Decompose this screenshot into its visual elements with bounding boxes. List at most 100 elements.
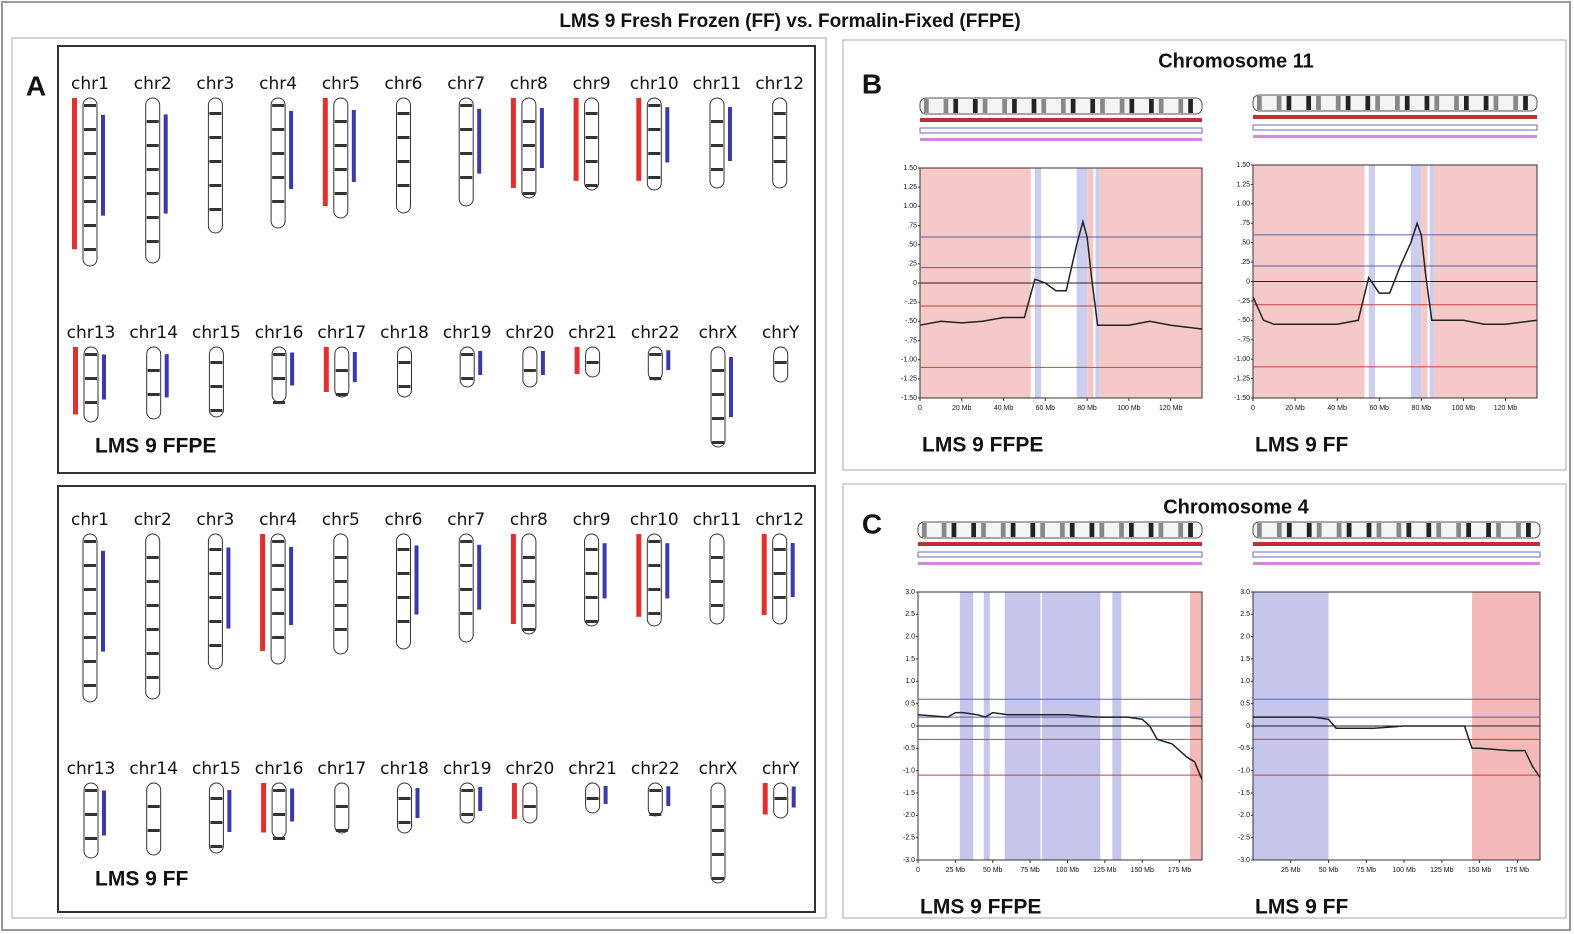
- band: [1119, 99, 1125, 113]
- band: [711, 144, 723, 147]
- band: [85, 401, 97, 404]
- band: [272, 128, 285, 131]
- y-tick-label: .75: [907, 222, 917, 229]
- chromosome: [772, 533, 788, 625]
- aberration: [574, 347, 580, 374]
- chromosome-label: chr19: [443, 759, 492, 779]
- band: [1493, 96, 1499, 110]
- y-tick-label: 3.0: [905, 589, 915, 596]
- band: [460, 612, 473, 615]
- band: [398, 385, 411, 388]
- chromosome-label: chr4: [259, 510, 297, 530]
- band: [210, 409, 223, 412]
- panel-c-box: [842, 483, 1567, 919]
- aberration: [665, 107, 670, 163]
- panel-title: Chromosome 11: [1158, 50, 1314, 72]
- band: [1513, 96, 1519, 110]
- band: [1375, 96, 1381, 110]
- chromosome-label: chr21: [568, 759, 617, 779]
- band: [648, 152, 661, 155]
- chromosome-label: chr19: [443, 323, 492, 343]
- band: [272, 588, 285, 591]
- x-tick-label: 175 Mb: [1168, 867, 1191, 874]
- band: [460, 152, 473, 155]
- x-tick-label: 150 Mb: [1131, 867, 1154, 874]
- track: [1252, 551, 1541, 558]
- x-tick-label: 175 Mb: [1506, 867, 1529, 874]
- band: [522, 580, 535, 583]
- band: [522, 556, 535, 559]
- chromosome-label: chr5: [322, 74, 360, 94]
- x-tick-label: 100 Mb: [1056, 867, 1079, 874]
- band: [398, 361, 411, 364]
- band: [1129, 523, 1134, 537]
- x-tick-label: 60 Mb: [1369, 405, 1389, 412]
- x-tick-label: 120 Mb: [1159, 405, 1182, 412]
- band: [1396, 523, 1402, 537]
- x-tick-label: 0: [918, 405, 922, 412]
- band: [585, 136, 598, 139]
- chromosome-label: chr11: [693, 74, 742, 94]
- chromosome-label: chr14: [129, 759, 178, 779]
- band: [334, 580, 347, 583]
- y-tick-label: -1.0: [903, 768, 915, 775]
- y-tick-label: 0: [913, 280, 917, 287]
- aberration: [72, 98, 77, 250]
- band: [209, 548, 222, 551]
- band: [773, 572, 786, 575]
- track: [920, 138, 1202, 141]
- chromosome-label: chr2: [134, 510, 172, 530]
- band: [147, 805, 160, 808]
- aberration: [260, 534, 266, 651]
- band: [272, 564, 285, 567]
- x-tick-label: 40 Mb: [994, 405, 1014, 412]
- band: [273, 837, 286, 840]
- chromosome-label: chr3: [196, 74, 234, 94]
- band: [1031, 99, 1037, 113]
- band: [209, 184, 222, 187]
- y-tick-label: -1.0: [1238, 768, 1250, 775]
- band: [773, 596, 786, 599]
- band: [334, 168, 347, 171]
- aberration: [73, 347, 78, 415]
- y-tick-label: 0: [1246, 278, 1250, 285]
- band: [85, 789, 97, 792]
- band: [1335, 96, 1341, 110]
- band: [209, 572, 222, 575]
- x-tick-label: 125 Mb: [1093, 867, 1116, 874]
- chromosome: [521, 97, 537, 199]
- band: [1012, 99, 1017, 113]
- chromosome: [270, 97, 286, 229]
- band: [84, 636, 96, 639]
- x-tick-label: 75 Mb: [1020, 867, 1040, 874]
- y-tick-label: -2.5: [1238, 835, 1250, 842]
- band: [1306, 96, 1312, 110]
- plot-caption: LMS 9 FF: [1255, 434, 1349, 457]
- track: [1253, 135, 1537, 138]
- aberration: [415, 788, 420, 818]
- band: [209, 136, 222, 139]
- y-tick-label: 1.0: [905, 678, 915, 685]
- band: [1456, 523, 1462, 537]
- band: [209, 160, 222, 163]
- y-tick-label: 1.00: [1236, 201, 1250, 208]
- band: [1100, 99, 1105, 113]
- band: [924, 99, 929, 113]
- band: [397, 572, 410, 575]
- band: [147, 369, 160, 372]
- band: [84, 564, 96, 567]
- band: [84, 684, 96, 687]
- chromosome: [773, 346, 789, 383]
- band: [460, 564, 473, 567]
- band: [84, 540, 96, 543]
- band: [84, 248, 96, 251]
- band: [146, 676, 159, 679]
- chromosome-label: chr20: [506, 759, 555, 779]
- y-tick-label: 1.00: [903, 203, 917, 210]
- aberration: [289, 547, 294, 625]
- band: [397, 620, 410, 623]
- y-tick-label: -0.5: [1238, 745, 1250, 752]
- chromosome: [207, 97, 223, 234]
- band: [146, 652, 159, 655]
- band: [397, 160, 410, 163]
